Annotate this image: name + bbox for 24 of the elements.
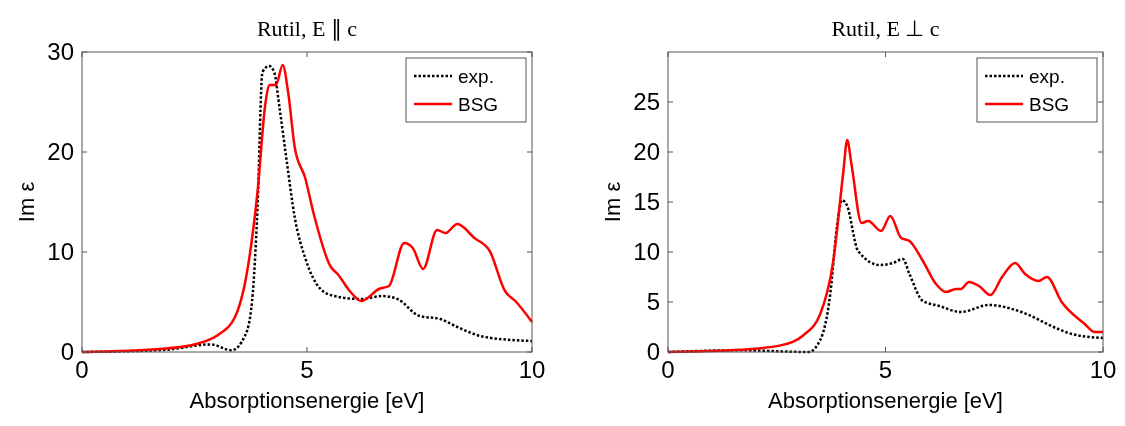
legend-label: exp.	[458, 65, 494, 87]
x-tick-label: 10	[518, 356, 546, 383]
y-tick-label: 20	[47, 138, 74, 166]
y-tick-label: 10	[47, 238, 74, 266]
legend-label: BSG	[458, 93, 499, 115]
y-tick-label: 5	[646, 288, 660, 316]
y-axis-title: Im ε	[14, 181, 39, 223]
legend-label: exp.	[1029, 65, 1065, 87]
y-tick-label: 0	[60, 338, 74, 366]
x-tick-label: 5	[878, 356, 893, 383]
x-tick-label: 5	[300, 356, 314, 383]
y-tick-label: 0	[646, 338, 660, 366]
y-tick-label: 10	[633, 238, 660, 266]
y-tick-label: 20	[633, 138, 660, 166]
chart-title: Rutil, E ⊥ c	[831, 16, 940, 41]
y-tick-label: 15	[633, 188, 660, 216]
chart-title: Rutil, E ∥ c	[256, 16, 358, 41]
x-tick-label: 10	[1089, 356, 1117, 383]
x-axis-title: Absorptionsenergie [eV]	[768, 388, 1003, 413]
y-tick-label: 30	[47, 38, 74, 66]
y-tick-label: 25	[633, 88, 660, 116]
x-axis-title: Absorptionsenergie [eV]	[189, 388, 425, 413]
legend-label: BSG	[1029, 93, 1070, 115]
y-axis-title: Im ε	[600, 181, 625, 223]
